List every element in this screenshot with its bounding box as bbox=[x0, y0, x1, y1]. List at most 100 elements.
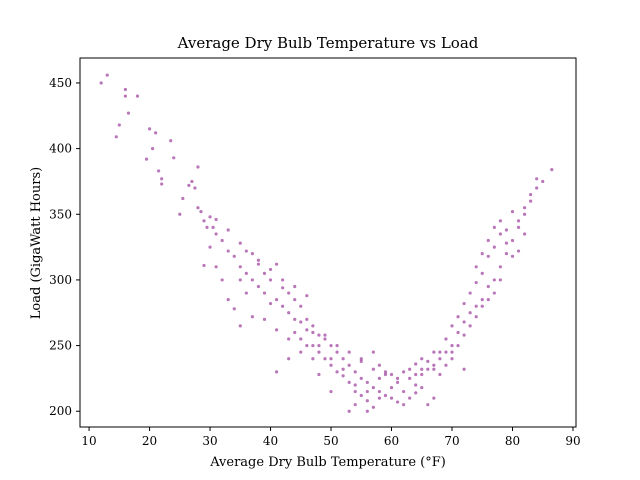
data-point bbox=[341, 374, 345, 378]
data-point bbox=[329, 363, 333, 367]
data-point bbox=[492, 291, 496, 295]
data-point bbox=[305, 328, 309, 332]
data-point bbox=[365, 409, 369, 413]
x-axis-ticks: 10 20 30 40 50 60 70 80 90 bbox=[81, 427, 581, 448]
data-point bbox=[438, 350, 442, 354]
data-point bbox=[510, 254, 515, 258]
data-point bbox=[486, 254, 490, 258]
data-point bbox=[486, 284, 490, 289]
y-axis-label: Load (GigaWatt Hours) bbox=[29, 167, 44, 319]
data-point bbox=[299, 350, 303, 354]
data-point bbox=[371, 386, 375, 390]
data-point bbox=[262, 291, 267, 295]
data-point bbox=[414, 372, 418, 377]
data-point bbox=[535, 177, 539, 181]
data-point bbox=[287, 291, 291, 295]
data-point bbox=[550, 168, 554, 172]
data-point bbox=[329, 343, 333, 348]
data-point bbox=[474, 315, 478, 319]
data-point bbox=[516, 219, 521, 223]
data-point bbox=[522, 206, 527, 210]
data-point bbox=[202, 219, 206, 223]
data-point bbox=[383, 370, 388, 374]
data-point bbox=[402, 389, 406, 394]
x-tick-label: 10 bbox=[81, 434, 96, 448]
data-point bbox=[250, 278, 254, 282]
data-point bbox=[432, 350, 436, 354]
data-point bbox=[347, 409, 351, 413]
data-point bbox=[389, 386, 394, 390]
data-point bbox=[178, 212, 182, 216]
data-point bbox=[395, 376, 400, 381]
data-point bbox=[126, 111, 130, 115]
data-point bbox=[117, 123, 121, 127]
data-point bbox=[377, 363, 382, 367]
data-point bbox=[468, 311, 472, 315]
data-point bbox=[474, 280, 478, 285]
data-point bbox=[353, 389, 357, 394]
x-tick-label: 80 bbox=[505, 434, 520, 448]
data-point bbox=[329, 389, 333, 394]
data-point bbox=[420, 367, 424, 371]
data-point bbox=[359, 359, 363, 363]
data-point bbox=[268, 278, 273, 282]
data-point bbox=[123, 94, 127, 98]
data-point bbox=[256, 258, 261, 262]
data-point bbox=[193, 186, 197, 190]
data-point bbox=[274, 328, 279, 332]
data-point bbox=[214, 232, 218, 236]
data-point bbox=[317, 343, 321, 348]
data-point bbox=[516, 225, 521, 229]
data-point bbox=[462, 320, 466, 324]
data-point bbox=[347, 380, 351, 384]
data-point bbox=[462, 333, 466, 337]
data-point bbox=[529, 192, 533, 197]
data-point bbox=[220, 238, 224, 243]
data-point bbox=[99, 81, 103, 85]
data-point bbox=[371, 350, 375, 354]
data-point bbox=[144, 157, 149, 161]
data-point bbox=[480, 304, 484, 308]
data-point bbox=[244, 271, 248, 275]
y-tick-label: 200 bbox=[49, 404, 72, 418]
data-point bbox=[456, 330, 460, 335]
x-tick-label: 30 bbox=[202, 434, 217, 448]
data-point bbox=[444, 363, 448, 367]
data-point bbox=[456, 343, 460, 348]
data-point bbox=[281, 304, 285, 308]
data-point bbox=[157, 169, 161, 173]
data-point bbox=[420, 372, 424, 377]
data-point bbox=[377, 396, 382, 400]
x-tick-label: 60 bbox=[384, 434, 399, 448]
data-point bbox=[504, 252, 509, 256]
data-point bbox=[238, 241, 242, 245]
data-point bbox=[244, 249, 248, 253]
data-point bbox=[262, 317, 267, 321]
y-tick-label: 250 bbox=[49, 339, 72, 353]
x-tick-label: 50 bbox=[323, 434, 338, 448]
data-point bbox=[480, 252, 484, 256]
data-point bbox=[486, 238, 490, 243]
data-point bbox=[287, 357, 291, 361]
data-point bbox=[408, 367, 412, 371]
y-axis-ticks: 200 250 300 350 400 450 bbox=[49, 76, 80, 418]
data-point bbox=[226, 298, 230, 302]
data-point bbox=[208, 245, 212, 249]
data-point bbox=[274, 298, 279, 302]
data-point bbox=[208, 215, 212, 219]
data-point bbox=[181, 196, 185, 201]
data-point bbox=[335, 350, 339, 354]
data-point bbox=[196, 206, 200, 210]
plot-frame bbox=[79, 57, 577, 428]
data-point bbox=[359, 393, 363, 398]
data-point bbox=[474, 265, 478, 269]
data-point bbox=[510, 238, 515, 243]
points-layer bbox=[99, 73, 554, 413]
data-point bbox=[402, 370, 406, 374]
y-tick-label: 400 bbox=[49, 142, 72, 156]
data-point bbox=[377, 376, 382, 381]
data-point bbox=[250, 252, 254, 256]
data-point bbox=[408, 396, 412, 400]
data-point bbox=[293, 317, 297, 321]
